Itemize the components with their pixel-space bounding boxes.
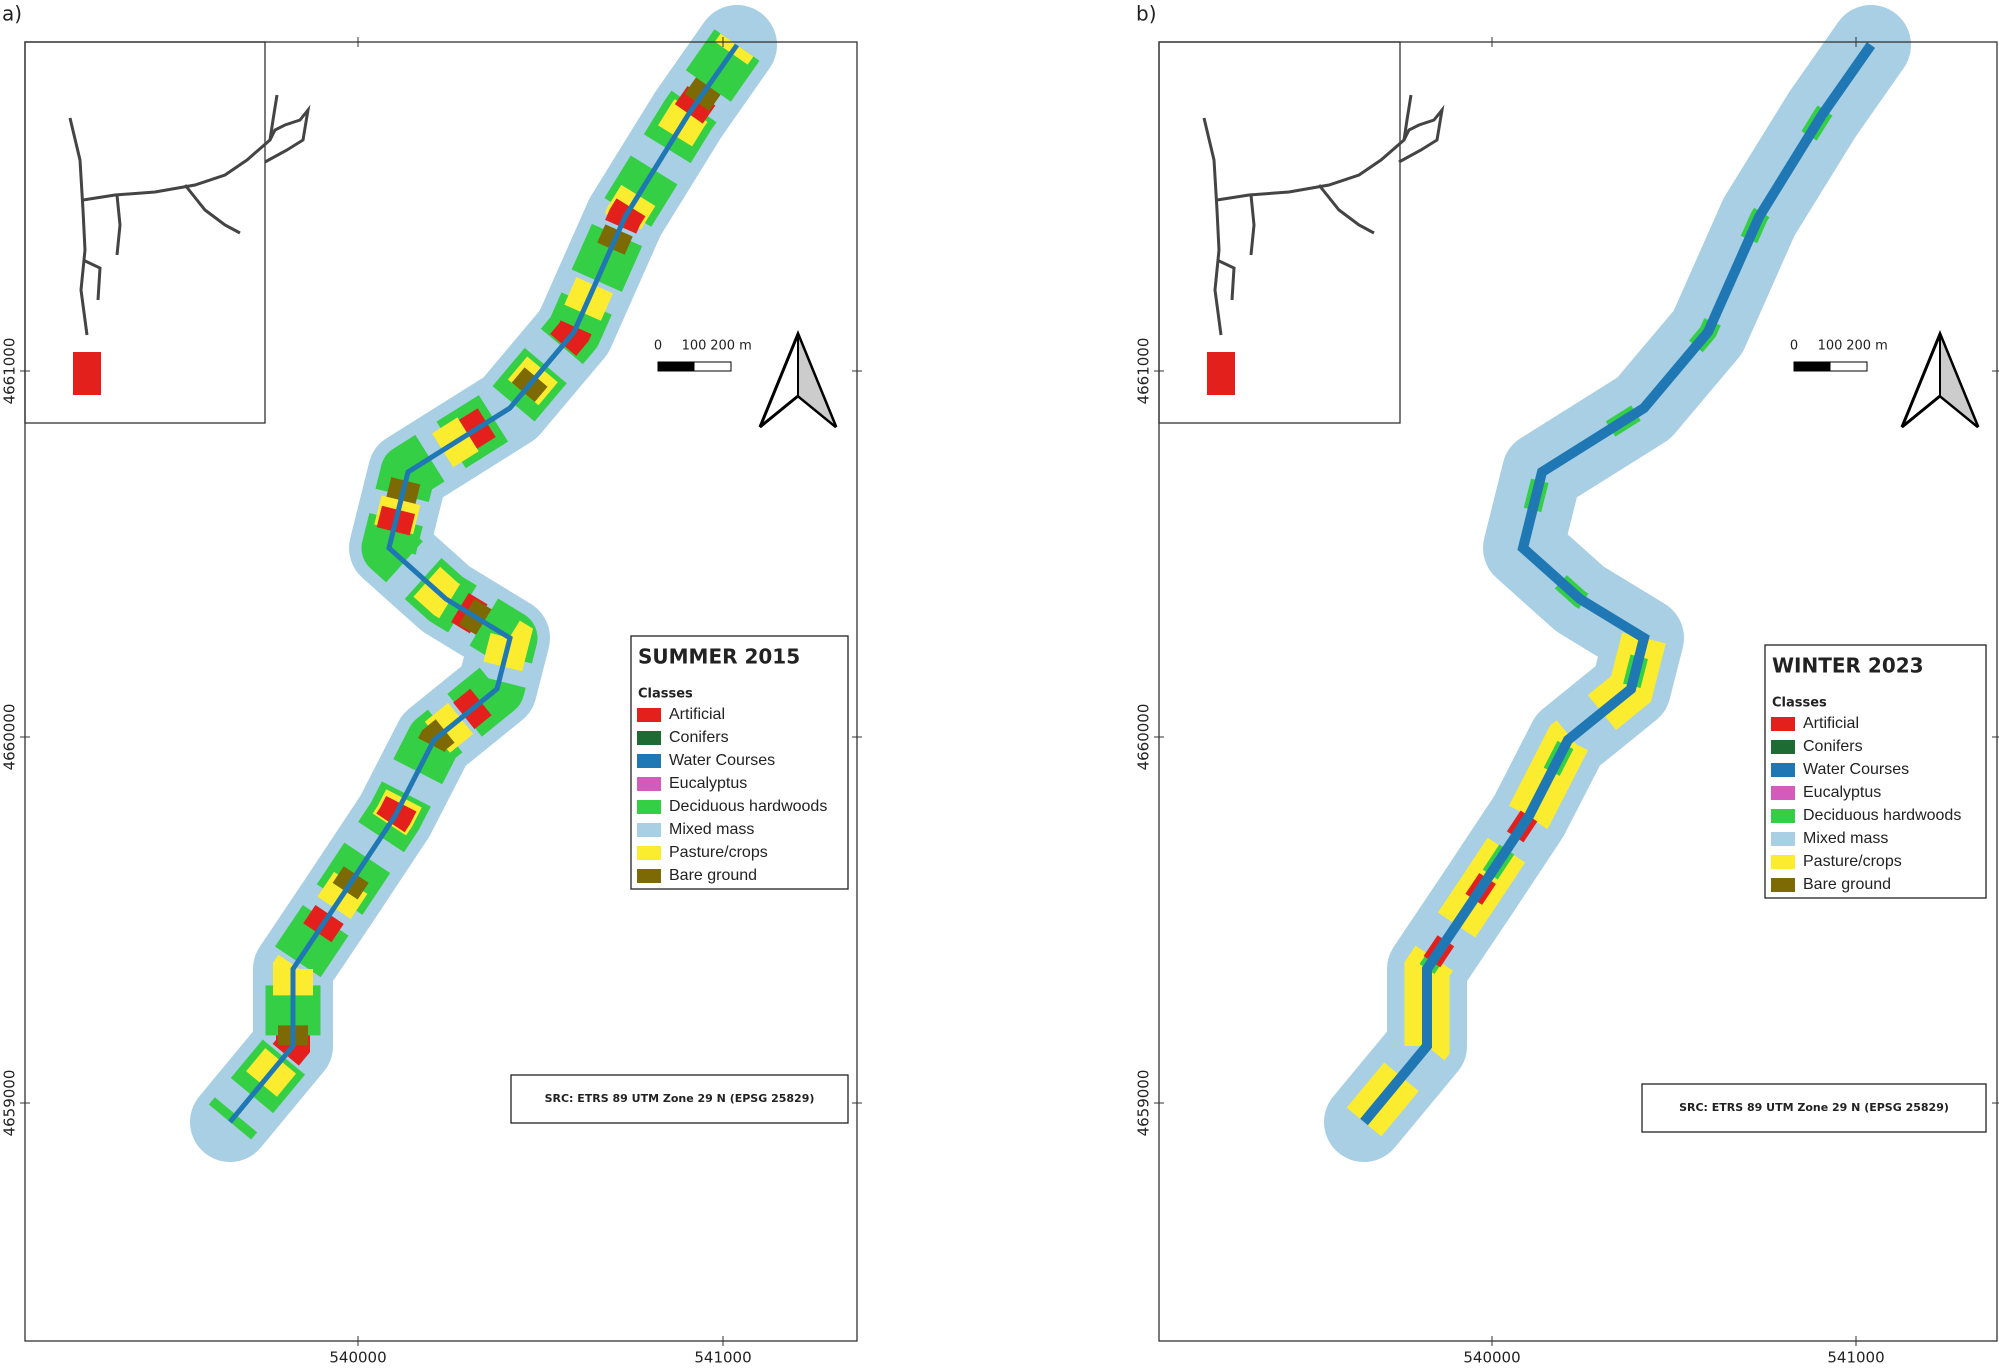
scale-bar bbox=[1829, 361, 1868, 372]
legend-label: Pasture/crops bbox=[669, 844, 768, 861]
y-tick-label: 4660000 bbox=[1, 704, 19, 771]
x-tick-label: 541000 bbox=[694, 1349, 751, 1367]
x-tick-label: 540000 bbox=[1463, 1349, 1520, 1367]
legend-swatch bbox=[637, 800, 661, 814]
legend-swatch bbox=[1771, 855, 1795, 869]
legend-label: Bare ground bbox=[669, 867, 757, 884]
inset-network bbox=[68, 94, 311, 336]
map-frame bbox=[24, 41, 858, 1342]
inset-river bbox=[82, 258, 102, 301]
inset-river bbox=[183, 184, 241, 235]
inset-river bbox=[1317, 184, 1375, 235]
legend-title: WINTER 2023 bbox=[1772, 654, 1924, 678]
legend-label: Deciduous hardwoods bbox=[1803, 807, 1961, 824]
scale-label: 0 bbox=[1790, 339, 1798, 354]
legend-swatch bbox=[637, 777, 661, 791]
legend-swatch bbox=[1771, 878, 1795, 892]
legend-swatch bbox=[637, 846, 661, 860]
legend-swatch bbox=[1771, 809, 1795, 823]
scale-label: 200 m bbox=[710, 339, 752, 354]
panel-label: b) bbox=[1136, 2, 1157, 26]
legend-label: Eucalyptus bbox=[1803, 784, 1881, 801]
y-tick-label: 4660000 bbox=[1135, 704, 1153, 771]
legend-swatch bbox=[637, 731, 661, 745]
scale-label: 100 bbox=[682, 339, 707, 354]
legend-swatch bbox=[637, 708, 661, 722]
legend-swatch bbox=[637, 754, 661, 768]
legend-label: Artificial bbox=[669, 706, 725, 723]
inset-river bbox=[264, 104, 311, 164]
y-tick-label: 4659000 bbox=[1135, 1070, 1153, 1137]
legend-heading: Classes bbox=[638, 687, 693, 702]
map-frame bbox=[1158, 41, 1998, 1342]
legend-label: Artificial bbox=[1803, 715, 1859, 732]
inset-river bbox=[115, 194, 122, 256]
inset-river bbox=[82, 94, 279, 202]
legend-label: Eucalyptus bbox=[669, 775, 747, 792]
crs-box bbox=[1641, 1083, 1987, 1133]
legend-label: Water Courses bbox=[669, 752, 775, 769]
legend-swatch bbox=[1771, 786, 1795, 800]
legend-label: Deciduous hardwoods bbox=[669, 798, 827, 815]
map-b bbox=[1324, 5, 1911, 1162]
legend-label: Water Courses bbox=[1803, 761, 1909, 778]
north-arrow bbox=[797, 333, 837, 428]
legend-label: Bare ground bbox=[1803, 876, 1891, 893]
legend-label: Conifers bbox=[1803, 738, 1863, 755]
scale-label: 200 m bbox=[1846, 339, 1888, 354]
inset-frame bbox=[1158, 41, 1401, 424]
inset-network bbox=[1202, 94, 1445, 336]
panel-label: a) bbox=[2, 2, 22, 26]
legend-label: Mixed mass bbox=[1803, 830, 1888, 847]
legend-box bbox=[1764, 644, 1987, 899]
inset-frame bbox=[24, 41, 266, 424]
legend-swatch bbox=[1771, 832, 1795, 846]
inset-river bbox=[1216, 94, 1413, 202]
crs-label: SRC: ETRS 89 UTM Zone 29 N (EPSG 25829) bbox=[1679, 1101, 1949, 1114]
inset-extent bbox=[73, 352, 101, 395]
legend-heading: Classes bbox=[1772, 696, 1827, 711]
legend-title: SUMMER 2015 bbox=[638, 645, 800, 669]
legend-swatch bbox=[1771, 763, 1795, 777]
crs-box bbox=[510, 1074, 849, 1124]
inset-river bbox=[1249, 194, 1256, 256]
scale-bar bbox=[693, 361, 732, 372]
scale-bar bbox=[1793, 361, 1831, 372]
crs-label: SRC: ETRS 89 UTM Zone 29 N (EPSG 25829) bbox=[545, 1092, 815, 1105]
legend-swatch bbox=[1771, 717, 1795, 731]
legend-label: Pasture/crops bbox=[1803, 853, 1902, 870]
inset-extent bbox=[1207, 352, 1235, 395]
inset-river bbox=[1216, 258, 1236, 301]
legend-swatch bbox=[637, 869, 661, 883]
legend-swatch bbox=[1771, 740, 1795, 754]
inset-river bbox=[1398, 104, 1445, 164]
x-tick-label: 540000 bbox=[329, 1349, 386, 1367]
water-course bbox=[1360, 42, 1876, 1126]
y-tick-label: 4659000 bbox=[1, 1070, 19, 1137]
legend-swatch bbox=[637, 823, 661, 837]
inset-river bbox=[68, 117, 89, 336]
water-course bbox=[228, 43, 740, 1124]
legend-label: Mixed mass bbox=[669, 821, 754, 838]
scale-bar bbox=[657, 361, 695, 372]
inset-river bbox=[1202, 117, 1223, 336]
map-a bbox=[190, 5, 777, 1162]
scale-label: 0 bbox=[654, 339, 662, 354]
scale-label: 100 bbox=[1818, 339, 1843, 354]
x-tick-label: 541000 bbox=[1827, 1349, 1884, 1367]
y-tick-label: 4661000 bbox=[1, 338, 19, 405]
legend-box bbox=[630, 635, 849, 890]
north-arrow bbox=[1939, 333, 1979, 428]
legend-label: Conifers bbox=[669, 729, 729, 746]
y-tick-label: 4661000 bbox=[1135, 338, 1153, 405]
